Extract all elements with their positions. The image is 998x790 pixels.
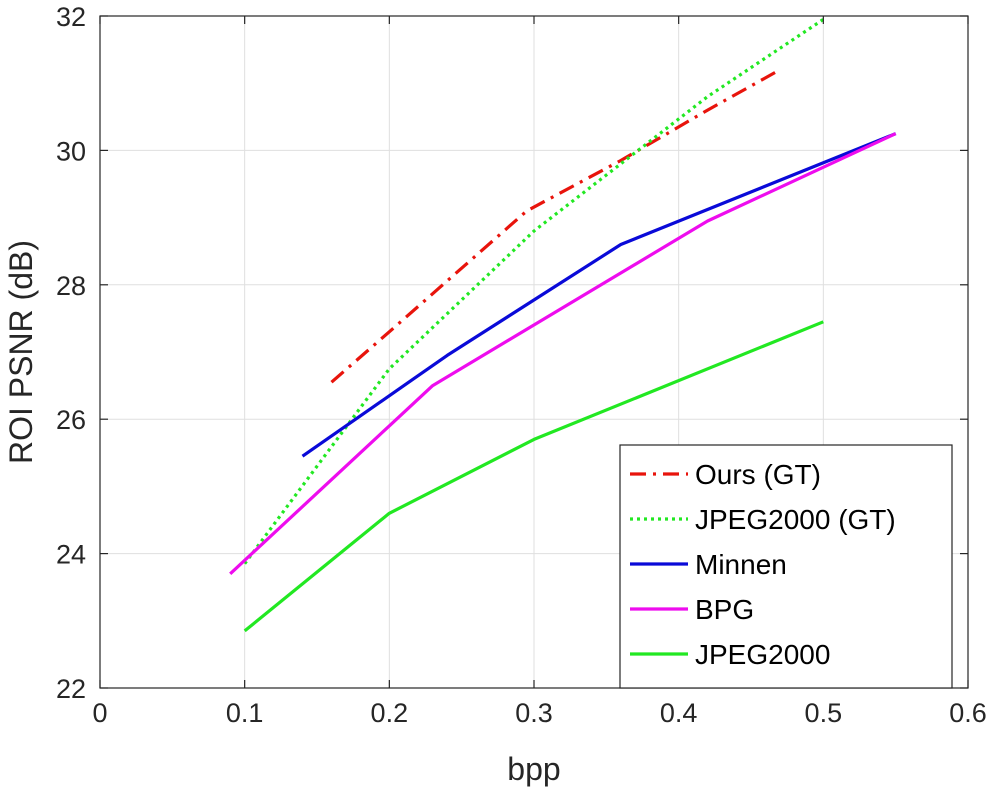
y-tick-label: 26: [56, 405, 86, 435]
x-tick-label: 0.2: [371, 698, 409, 728]
y-tick-label: 24: [56, 540, 86, 570]
y-tick-label: 30: [56, 136, 86, 166]
legend-label: JPEG2000 (GT): [695, 504, 896, 535]
legend-label: Ours (GT): [695, 459, 821, 490]
y-tick-label: 32: [56, 2, 86, 32]
legend: Ours (GT) JPEG2000 (GT) Minnen BPG JPEG2000: [619, 444, 953, 689]
x-tick-label: 0.5: [805, 698, 843, 728]
legend-box: [619, 444, 953, 689]
series-layer: [229, 18, 897, 633]
legend-label: BPG: [695, 594, 754, 625]
x-tick-label: 0.6: [949, 698, 987, 728]
series-line-jpeg2000: [243, 320, 824, 633]
legend-label: Minnen: [695, 549, 787, 580]
legend-label: JPEG2000: [695, 639, 830, 670]
x-tick-label: 0.4: [660, 698, 698, 728]
y-tick-label: 22: [56, 674, 86, 704]
ticks: 0 0.1 0.2 0.3 0.4 0.5 0.6 22 24 26 28 30 32: [56, 2, 987, 728]
y-axis-label: ROI PSNR (dB): [3, 240, 39, 464]
series-line-bpg: [229, 132, 897, 575]
x-tick-label: 0.3: [515, 698, 553, 728]
series-line-minnen: [301, 132, 897, 458]
x-tick-label: 0: [92, 698, 107, 728]
x-tick-label: 0.1: [226, 698, 264, 728]
x-axis-label: bpp: [507, 751, 560, 787]
series-line-jpeg2000-gt: [243, 18, 825, 565]
y-tick-label: 28: [56, 271, 86, 301]
